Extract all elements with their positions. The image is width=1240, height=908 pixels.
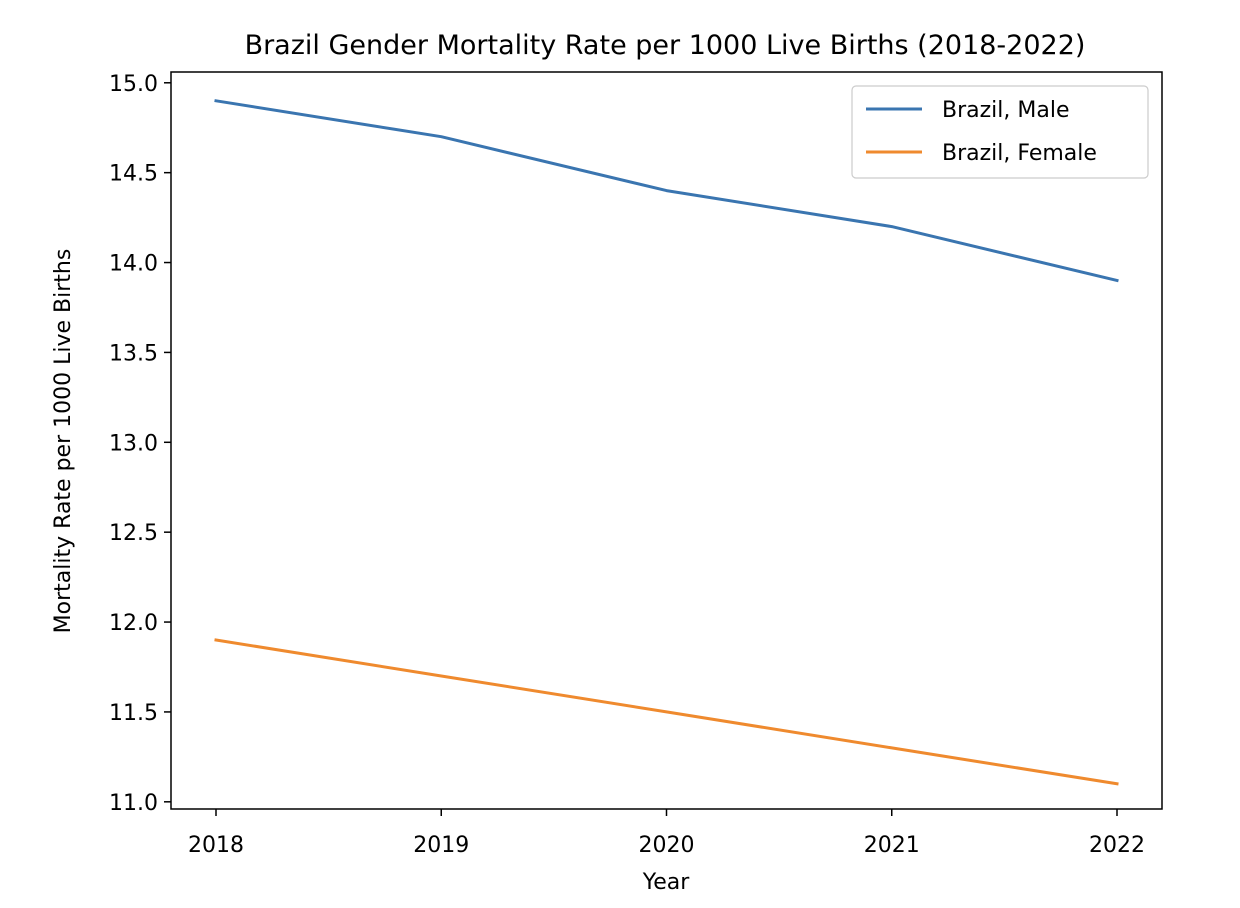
plot-area: 11.0 11.5 12.0 12.5 13.0 13.5 14.0 14.5 15.0 201… <box>109 71 1163 858</box>
legend-label: Brazil, Male <box>942 98 1070 123</box>
legend-box <box>851 85 1149 179</box>
x-tick-label: 2022 <box>1089 833 1145 858</box>
series-layer <box>214 99 1119 786</box>
series-line-brazil-male <box>214 99 1119 283</box>
y-tick-label: 14.5 <box>109 162 158 187</box>
y-axis-label: Mortality Rate per 1000 Live Births <box>51 249 76 634</box>
y-tick-label: 12.0 <box>109 611 158 636</box>
y-axis: 11.0 11.5 12.0 12.5 13.0 13.5 14.0 14.5 15.0 <box>109 72 171 816</box>
x-axis: 2018 2019 2020 2021 2022 <box>188 809 1145 858</box>
y-tick-label: 15.0 <box>109 72 158 97</box>
x-axis-label: Year <box>642 870 691 895</box>
y-tick-label: 11.5 <box>109 701 158 726</box>
x-tick-label: 2019 <box>413 833 469 858</box>
x-tick-label: 2018 <box>188 833 244 858</box>
legend-label: Brazil, Female <box>942 141 1097 166</box>
chart-title: Brazil Gender Mortality Rate per 1000 Li… <box>245 30 1086 61</box>
y-tick-label: 13.5 <box>109 341 158 366</box>
y-tick-label: 14.0 <box>109 252 158 277</box>
x-tick-label: 2021 <box>864 833 920 858</box>
plot-frame <box>170 71 1163 810</box>
x-tick-label: 2020 <box>639 833 695 858</box>
y-tick-label: 12.5 <box>109 521 158 546</box>
legend: Brazil, Male Brazil, Female <box>851 85 1149 179</box>
series-line-brazil-female <box>214 638 1119 786</box>
y-tick-label: 13.0 <box>109 431 158 456</box>
y-tick-label: 11.0 <box>109 791 158 816</box>
